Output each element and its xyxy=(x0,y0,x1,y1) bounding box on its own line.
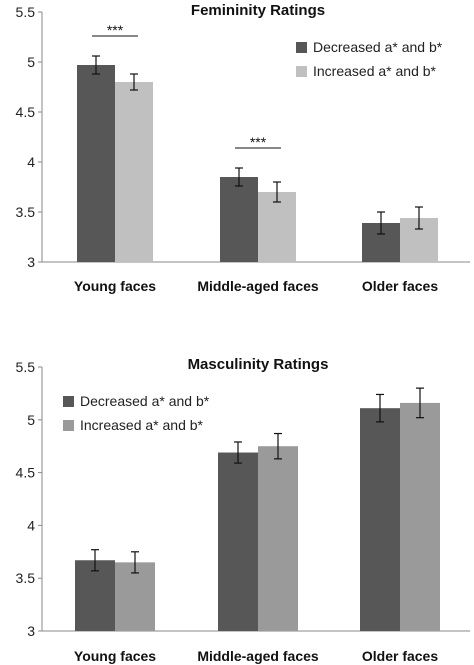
bar-decreased xyxy=(77,65,115,262)
legend-swatch-decreased xyxy=(296,42,307,53)
y-tick-label: 3.5 xyxy=(16,204,36,220)
legend-label: Decreased a* and b* xyxy=(313,39,443,55)
x-category-label: Older faces xyxy=(362,278,438,294)
y-tick-label: 3 xyxy=(27,254,35,270)
y-tick-label: 4 xyxy=(27,154,35,170)
masculinity-chart: Masculinity Ratings 3 3.5 4 4.5 5 5.5 Young fac… xyxy=(16,356,470,664)
bar-increased xyxy=(115,82,153,262)
x-category-label: Middle-aged faces xyxy=(197,278,319,294)
y-tick-label: 4.5 xyxy=(16,465,36,481)
x-category-label: Young faces xyxy=(74,648,156,664)
x-category-label: Young faces xyxy=(74,278,156,294)
legend-label: Increased a* and b* xyxy=(313,63,437,79)
chart-title: Masculinity Ratings xyxy=(188,356,329,373)
legend-label: Increased a* and b* xyxy=(80,417,204,433)
bar-increased xyxy=(258,192,296,262)
significance-stars: *** xyxy=(250,134,267,150)
y-tick-label: 5 xyxy=(27,412,35,428)
bar-increased xyxy=(258,446,298,631)
y-tick-label: 4.5 xyxy=(16,104,36,120)
bar-decreased xyxy=(75,560,115,631)
bar-decreased xyxy=(360,408,400,631)
significance-stars: *** xyxy=(107,22,124,38)
y-tick-label: 5 xyxy=(27,54,35,70)
x-category-label: Middle-aged faces xyxy=(197,648,319,664)
legend-swatch-decreased xyxy=(63,396,74,407)
y-tick-label: 3 xyxy=(27,623,35,639)
x-category-label: Older faces xyxy=(362,648,438,664)
y-tick-label: 4 xyxy=(27,517,35,533)
y-tick-label: 5.5 xyxy=(16,4,36,20)
bar-decreased xyxy=(218,452,258,631)
femininity-chart: Femininity Ratings 3 3.5 4 4.5 5 5.5 Young face… xyxy=(16,2,470,294)
legend-swatch-increased xyxy=(63,420,74,431)
legend-label: Decreased a* and b* xyxy=(80,393,210,409)
y-tick-label: 5.5 xyxy=(16,359,36,375)
legend-swatch-increased xyxy=(296,66,307,77)
bar-increased xyxy=(400,402,440,631)
bar-decreased xyxy=(220,177,258,262)
bar-increased xyxy=(115,562,155,631)
chart-title: Femininity Ratings xyxy=(191,2,325,19)
y-tick-label: 3.5 xyxy=(16,570,36,586)
